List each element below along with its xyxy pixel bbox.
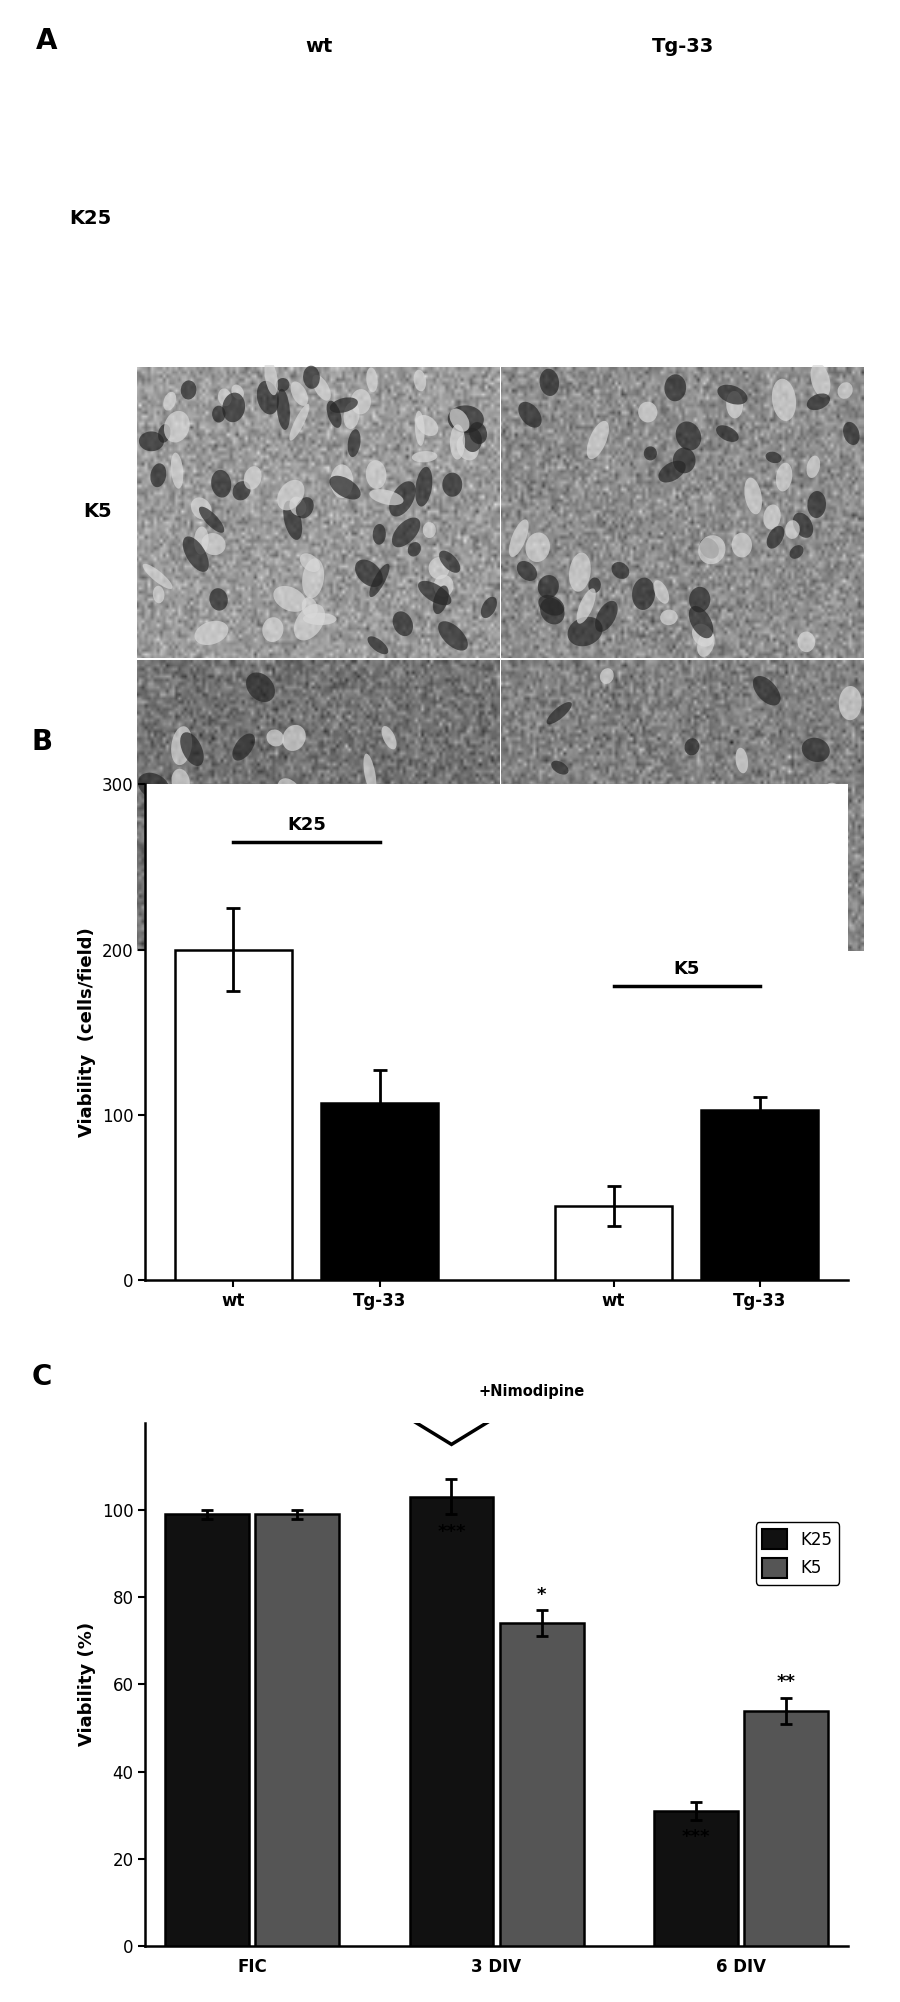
Text: wt: wt <box>305 38 333 56</box>
Text: C: C <box>32 1363 51 1391</box>
Text: B: B <box>32 729 52 757</box>
Text: A: A <box>35 26 57 54</box>
Text: K5: K5 <box>83 503 112 521</box>
Text: Tg-33: Tg-33 <box>652 38 714 56</box>
Text: K25: K25 <box>69 210 112 228</box>
